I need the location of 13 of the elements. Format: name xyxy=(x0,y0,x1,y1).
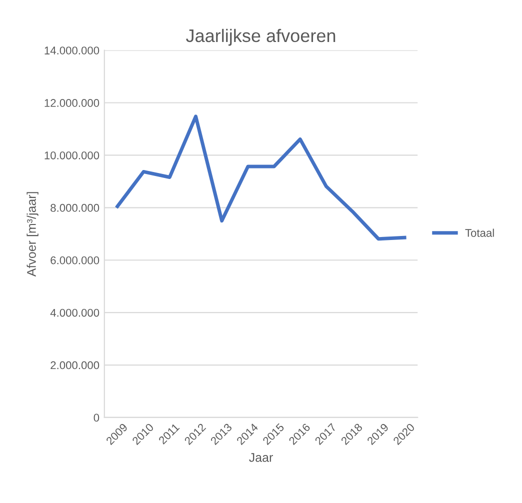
y-tick-label: 8.000.000 xyxy=(50,204,100,212)
y-tick-label: 0 xyxy=(94,414,100,422)
legend-label: Totaal xyxy=(465,228,494,237)
line-series xyxy=(116,114,406,241)
y-tick-label: 14.000.000 xyxy=(44,46,100,54)
y-tick-label: 10.000.000 xyxy=(44,151,100,160)
x-axis-title: Jaar xyxy=(249,453,273,462)
y-tick-label: 12.000.000 xyxy=(44,99,100,107)
y-tick-label: 2.000.000 xyxy=(50,361,100,370)
y-tick-label: 6.000.000 xyxy=(50,256,100,264)
chart-title: Jaarlijkse afvoeren xyxy=(186,28,336,46)
y-axis-title: Afvoer [m³/jaar] xyxy=(26,192,38,277)
y-tick-label: 4.000.000 xyxy=(50,308,100,317)
